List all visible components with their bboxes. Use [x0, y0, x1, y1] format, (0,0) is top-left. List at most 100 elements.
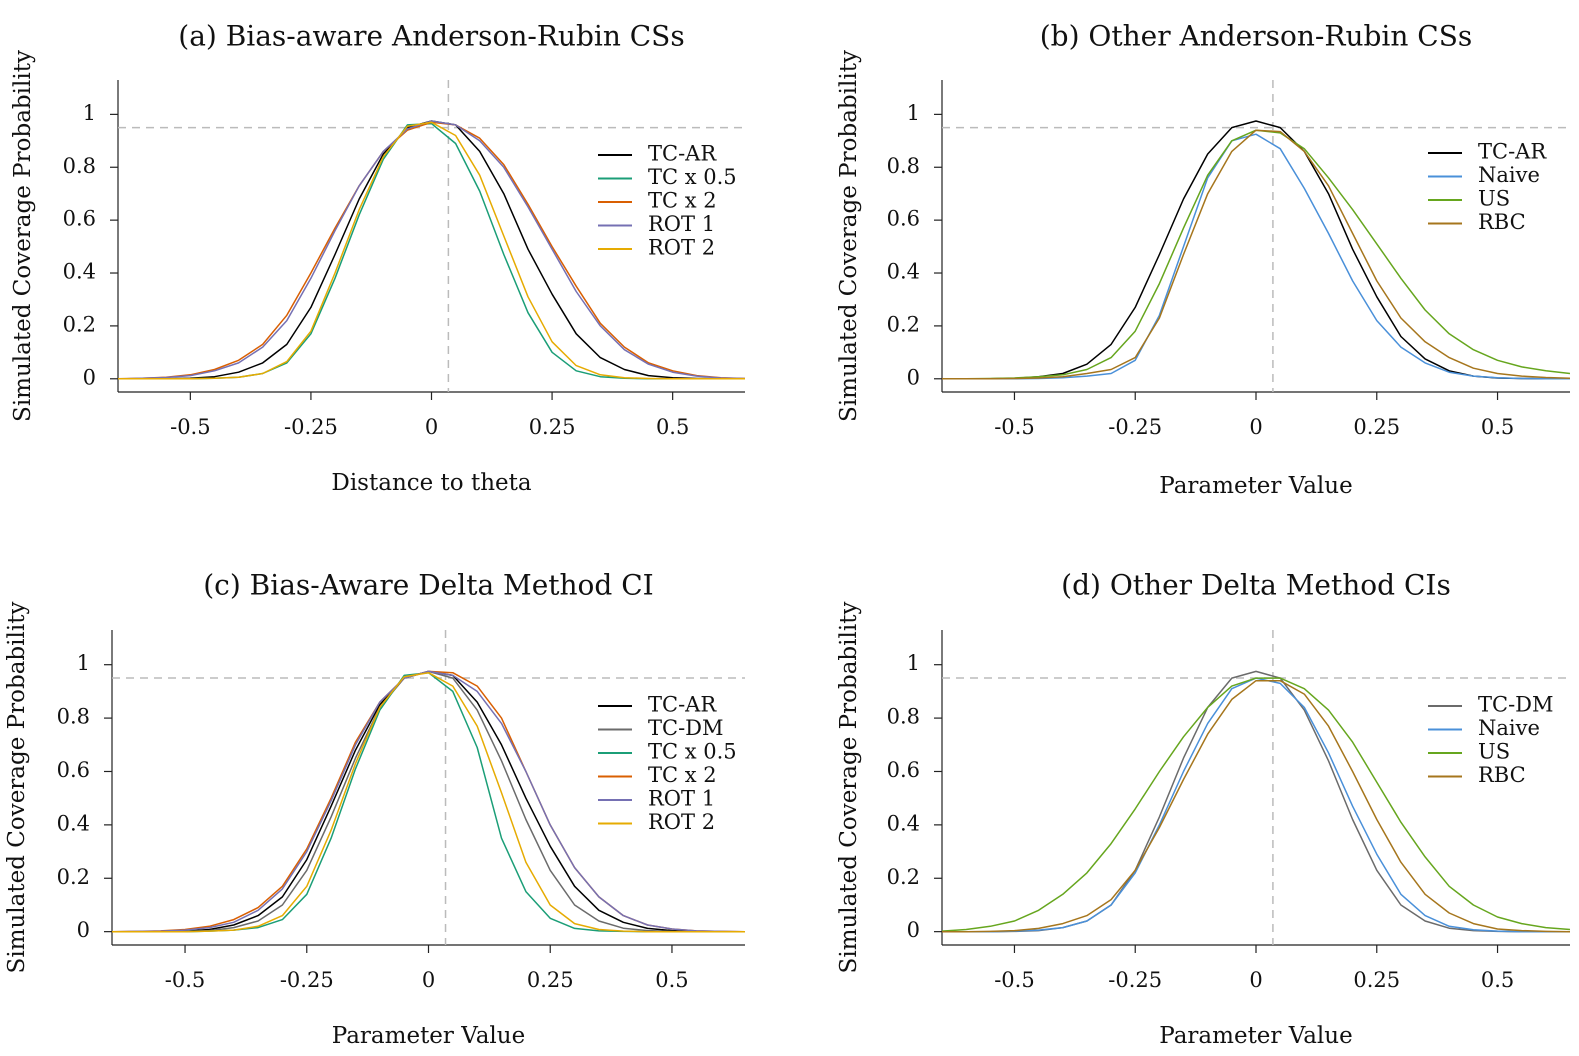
legend-label: ROT 1 [648, 212, 715, 236]
series-line-naive [942, 677, 1570, 933]
legend-label: TC-DM [1478, 693, 1554, 717]
y-tick-label: 0.2 [57, 865, 90, 889]
series-group [112, 670, 745, 933]
series-line-rot-2 [112, 671, 745, 933]
series-line-rbc [942, 679, 1570, 933]
y-tick-label: 1 [83, 101, 96, 125]
legend-label: US [1478, 187, 1510, 211]
series-line-rot-2 [118, 121, 745, 380]
x-tick-label: 0.5 [1481, 415, 1514, 439]
legend-label: TC-AR [1478, 140, 1547, 164]
y-tick-label: 0.8 [887, 154, 920, 178]
chart-title: (d) Other Delta Method CIs [1061, 569, 1451, 602]
y-tick-label: 0.2 [887, 312, 920, 336]
y-tick-label: 0.4 [887, 811, 920, 835]
y-tick-label: 0.6 [63, 207, 96, 231]
x-tick-label: -0.25 [280, 968, 334, 992]
y-tick-label: 1 [907, 651, 920, 675]
x-axis-label: Distance to theta [331, 470, 531, 496]
chart-panel-1: (a) Bias-aware Anderson-Rubin CSs -0.5 -0.… [10, 20, 745, 496]
y-tick-label: 1 [907, 101, 920, 125]
series-line-us [942, 677, 1570, 932]
series-line-tc-dm [942, 670, 1570, 933]
series-line-rbc [942, 129, 1570, 380]
chart-panel-3: (c) Bias-Aware Delta Method CI -0.5 -0.25 0… [4, 569, 745, 1049]
x-tick-label: 0 [422, 968, 435, 992]
x-tick-label: 0 [1249, 968, 1262, 992]
x-tick-label: 0 [1249, 415, 1262, 439]
legend-label: TC x 0.5 [648, 740, 737, 764]
y-tick-label: 0 [77, 918, 90, 942]
x-tick-label: 0.5 [656, 415, 689, 439]
y-tick-label: 0.2 [887, 865, 920, 889]
chart-title: (a) Bias-aware Anderson-Rubin CSs [178, 20, 684, 53]
y-tick-label: 0 [907, 365, 920, 389]
y-axis-label: Simulated Coverage Probability [10, 50, 36, 422]
x-tick-label: -0.5 [170, 415, 211, 439]
y-tick-label: 0.8 [887, 705, 920, 729]
legend-label: TC-AR [648, 693, 717, 717]
legend-label: RBC [1478, 210, 1526, 234]
legend-label: TC x 2 [648, 763, 717, 787]
legend-label: US [1478, 740, 1510, 764]
y-tick-label: 0.8 [63, 154, 96, 178]
x-tick-label: -0.25 [1108, 415, 1162, 439]
y-axis-label: Simulated Coverage Probability [4, 602, 30, 974]
x-axis-label: Parameter Value [1159, 1023, 1352, 1049]
y-tick-label: 1 [77, 651, 90, 675]
legend-label: ROT 1 [648, 787, 715, 811]
x-tick-label: -0.25 [1108, 968, 1162, 992]
y-tick-label: 0.6 [57, 758, 90, 782]
x-tick-label: -0.25 [284, 415, 338, 439]
legend-label: TC x 2 [648, 189, 717, 213]
legend-label: TC x 0.5 [648, 165, 737, 189]
chart-panel-4: (d) Other Delta Method CIs -0.5 -0.25 0 0.25… [836, 569, 1570, 1049]
y-tick-label: 0.6 [887, 758, 920, 782]
y-tick-label: 0.4 [887, 260, 920, 284]
x-tick-label: -0.5 [994, 968, 1035, 992]
x-axis-label: Parameter Value [1159, 473, 1352, 499]
y-tick-label: 0.6 [887, 207, 920, 231]
y-tick-label: 0.4 [57, 811, 90, 835]
y-tick-label: 0.4 [63, 260, 96, 284]
legend-label: Naive [1478, 163, 1540, 187]
legend-label: TC-AR [648, 142, 717, 166]
y-tick-label: 0.8 [57, 705, 90, 729]
x-tick-label: 0.25 [1353, 415, 1400, 439]
series-line-rot-1 [118, 120, 745, 380]
y-tick-label: 0 [83, 365, 96, 389]
y-tick-label: 0 [907, 918, 920, 942]
series-line-us [942, 129, 1570, 380]
chart-title: (c) Bias-Aware Delta Method CI [203, 569, 653, 602]
x-tick-label: 0 [425, 415, 438, 439]
x-tick-label: -0.5 [165, 968, 206, 992]
series-group [942, 120, 1570, 380]
x-tick-label: 0.5 [1481, 968, 1514, 992]
x-axis-label: Parameter Value [332, 1023, 525, 1049]
x-tick-label: 0.5 [655, 968, 688, 992]
legend-label: ROT 2 [648, 810, 715, 834]
x-tick-label: 0.25 [1353, 968, 1400, 992]
series-line-rot-1 [112, 670, 745, 933]
series-line-naive [942, 133, 1570, 380]
chart-title: (b) Other Anderson-Rubin CSs [1040, 20, 1473, 53]
x-tick-label: 0.25 [527, 968, 574, 992]
y-tick-label: 0.2 [63, 312, 96, 336]
x-tick-label: 0.25 [529, 415, 576, 439]
legend-label: Naive [1478, 716, 1540, 740]
legend-label: TC-DM [648, 716, 724, 740]
series-line-tc-ar [942, 120, 1570, 380]
series-group [942, 670, 1570, 933]
legend-label: ROT 2 [648, 236, 715, 260]
x-tick-label: -0.5 [994, 415, 1035, 439]
y-axis-label: Simulated Coverage Probability [836, 602, 862, 974]
series-group [118, 120, 745, 380]
chart-panel-2: (b) Other Anderson-Rubin CSs -0.5 -0.25 0 0.… [836, 20, 1570, 499]
legend-label: RBC [1478, 763, 1526, 787]
y-axis-label: Simulated Coverage Probability [836, 50, 862, 422]
